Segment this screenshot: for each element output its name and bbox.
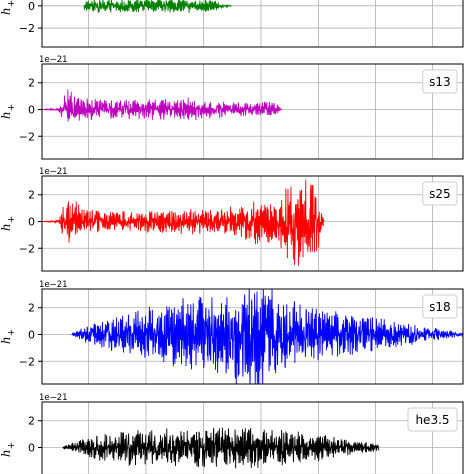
axes-frame — [41, 0, 464, 48]
y-axis-label: h+ — [0, 104, 17, 119]
axes-frame — [41, 175, 464, 272]
legend: s25 — [422, 181, 458, 206]
exponent-label: 1e−21 — [39, 280, 68, 290]
y-tick-label: 2 — [28, 302, 35, 315]
panel-s13: −2 0 2 1e−21 h+ s13 — [0, 55, 464, 160]
y-axis-label: h+ — [0, 329, 17, 344]
y-tick-label: 0 — [28, 0, 35, 13]
legend-box — [422, 69, 458, 94]
grid — [42, 0, 463, 47]
y-tick-label: −2 — [19, 355, 35, 368]
panel-s25: −2 0 2 1e−21 h+ s25 — [0, 167, 464, 272]
legend-box — [407, 407, 458, 432]
y-axis-label: h+ — [0, 216, 17, 231]
axes-frame — [41, 401, 464, 474]
y-tick-label: −2 — [19, 242, 35, 255]
y-tick-label: 0 — [28, 103, 35, 116]
axes-frame — [41, 288, 464, 385]
y-tick-label: −2 — [19, 130, 35, 143]
waveform-line — [42, 179, 325, 266]
legend-box — [422, 181, 458, 206]
legend-label: s18 — [429, 300, 451, 314]
y-tick-label: 0 — [28, 441, 35, 454]
exponent-label: 1e−21 — [39, 393, 68, 403]
exponent-label: 1e−21 — [39, 167, 68, 177]
y-tick-label: 0 — [28, 328, 35, 341]
legend-box — [422, 294, 458, 319]
y-tick-label: 2 — [28, 189, 35, 202]
waveform-line — [62, 427, 380, 469]
waveform-line — [83, 0, 232, 13]
y-tick-label: 2 — [28, 77, 35, 90]
legend: he3.5 — [407, 407, 458, 432]
legend: s18 — [422, 294, 458, 319]
legend-label: s25 — [429, 187, 451, 201]
legend: s13 — [422, 69, 458, 94]
waveform-line — [71, 289, 463, 384]
panel-s18: −2 0 2 1e−21 h+ s18 — [0, 280, 464, 385]
y-axis-label: h+ — [0, 442, 17, 457]
waveform-line — [42, 89, 283, 122]
y-tick-label: 0 — [28, 215, 35, 228]
panel-he3.5: 0 2 1e−21 h+ he3.5 — [0, 393, 464, 474]
legend-label: he3.5 — [415, 413, 449, 427]
axes-frame — [41, 63, 464, 160]
y-tick-label: −2 — [19, 22, 35, 35]
exponent-label: 1e−21 — [39, 55, 68, 65]
panel-top: −2 0 h+ — [0, 0, 464, 48]
y-tick-label: 2 — [28, 415, 35, 428]
legend-label: s13 — [429, 75, 451, 89]
y-axis-label: h+ — [0, 0, 17, 15]
